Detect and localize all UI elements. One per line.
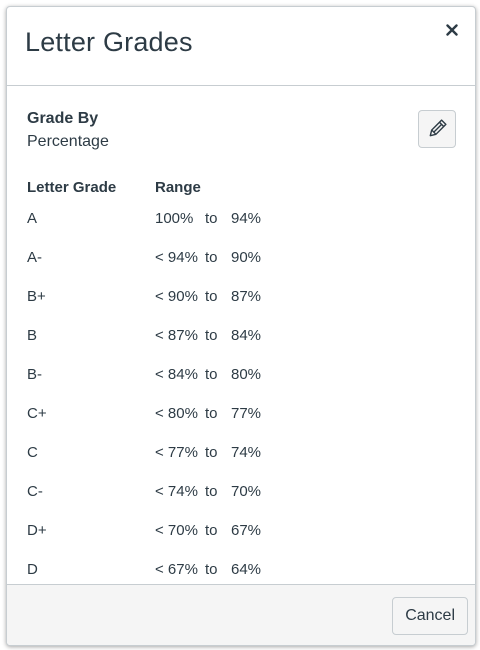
range-high: < 67% — [155, 561, 198, 578]
grade-row: B < 87% to 84% — [7, 325, 475, 364]
letter-grade: C- — [27, 483, 43, 500]
letter-grade: B+ — [27, 288, 46, 305]
range-low: 67% — [231, 522, 262, 539]
range-separator: to — [205, 288, 218, 305]
close-button[interactable] — [441, 19, 463, 41]
grade-range: < 67% to 64% — [155, 561, 261, 578]
grade-rows: A 100% to 94% A- < 94% to 90% B+ < 90% to 87% B < 87%… — [7, 208, 475, 584]
grade-range: < 70% to 67% — [155, 522, 261, 539]
grade-range: < 84% to 80% — [155, 366, 261, 383]
pencil-icon — [429, 119, 447, 137]
range-low: 74% — [231, 444, 262, 461]
grade-row: C+ < 80% to 77% — [7, 403, 475, 442]
grade-range: < 94% to 90% — [155, 249, 261, 266]
range-low: 64% — [231, 561, 262, 578]
grade-by-value: Percentage — [27, 133, 109, 150]
dialog-footer: Cancel — [7, 584, 475, 645]
range-low: 87% — [231, 288, 262, 305]
grade-range: 100% to 94% — [155, 210, 261, 227]
dialog-body: Grade By Percentage Letter Grade Range A… — [7, 86, 475, 584]
range-high: 100% — [155, 210, 194, 227]
grade-by-label: Grade By — [27, 110, 99, 127]
column-header-range: Range — [155, 179, 201, 196]
range-separator: to — [205, 444, 218, 461]
letter-grade: B- — [27, 366, 42, 383]
range-low: 77% — [231, 405, 262, 422]
range-high: < 84% — [155, 366, 198, 383]
close-icon — [446, 24, 458, 36]
letter-grade: A — [27, 210, 38, 227]
range-low: 94% — [231, 210, 262, 227]
range-high: < 77% — [155, 444, 198, 461]
letter-grade: C+ — [27, 405, 47, 422]
range-low: 80% — [231, 366, 262, 383]
range-separator: to — [205, 561, 218, 578]
grade-range: < 90% to 87% — [155, 288, 261, 305]
grade-row: B- < 84% to 80% — [7, 364, 475, 403]
range-low: 70% — [231, 483, 262, 500]
dialog-header: Letter Grades — [7, 7, 475, 86]
grade-row: C- < 74% to 70% — [7, 481, 475, 520]
range-separator: to — [205, 405, 218, 422]
range-high: < 94% — [155, 249, 198, 266]
grade-range: < 74% to 70% — [155, 483, 261, 500]
range-separator: to — [205, 522, 218, 539]
dialog-title: Letter Grades — [25, 27, 193, 57]
letter-grade: D+ — [27, 522, 47, 539]
grade-row: A 100% to 94% — [7, 208, 475, 247]
grade-row: B+ < 90% to 87% — [7, 286, 475, 325]
range-separator: to — [205, 210, 218, 227]
grade-range: < 77% to 74% — [155, 444, 261, 461]
range-low: 84% — [231, 327, 262, 344]
range-high: < 80% — [155, 405, 198, 422]
grade-row: C < 77% to 74% — [7, 442, 475, 481]
range-high: < 87% — [155, 327, 198, 344]
grade-row: D < 67% to 64% — [7, 559, 475, 584]
grade-row: A- < 94% to 90% — [7, 247, 475, 286]
range-separator: to — [205, 366, 218, 383]
range-separator: to — [205, 249, 218, 266]
cancel-button[interactable]: Cancel — [392, 597, 468, 635]
column-header-letter-grade: Letter Grade — [27, 179, 117, 196]
range-low: 90% — [231, 249, 262, 266]
range-high: < 74% — [155, 483, 198, 500]
letter-grade: D — [27, 561, 38, 578]
edit-grading-scheme-button[interactable] — [418, 110, 456, 148]
letter-grade: C — [27, 444, 38, 461]
range-high: < 90% — [155, 288, 198, 305]
range-separator: to — [205, 327, 218, 344]
range-separator: to — [205, 483, 218, 500]
grade-range: < 80% to 77% — [155, 405, 261, 422]
grade-range: < 87% to 84% — [155, 327, 261, 344]
range-high: < 70% — [155, 522, 198, 539]
letter-grade: B — [27, 327, 38, 344]
letter-grades-dialog: Letter Grades Grade By Percentage Letter… — [6, 6, 476, 646]
grade-row: D+ < 70% to 67% — [7, 520, 475, 559]
letter-grade: A- — [27, 249, 42, 266]
